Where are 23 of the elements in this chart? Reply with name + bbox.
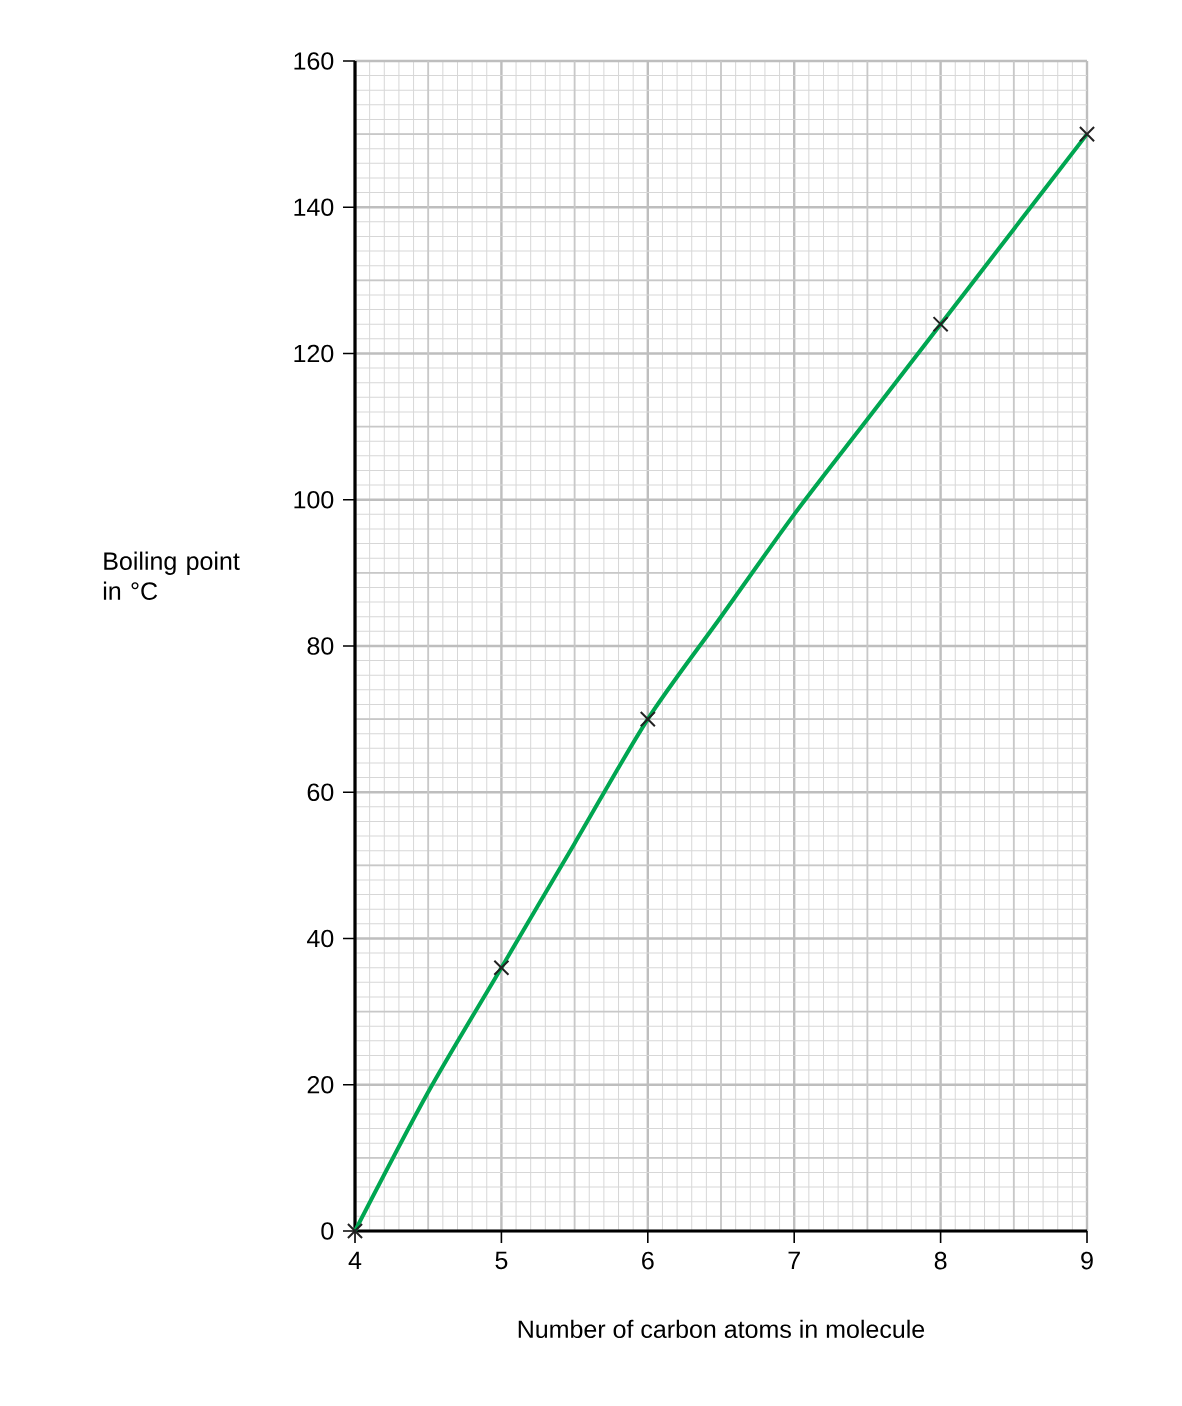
x-tick-label: 6	[642, 1251, 654, 1270]
y-axis-title: Boiling point in °C	[103, 551, 240, 600]
y-tick-label: 120	[294, 344, 334, 363]
x-axis-title: Number of carbon atoms in molecule	[518, 1319, 925, 1339]
line-series	[353, 132, 1090, 1233]
y-tick-label: 20	[307, 1075, 334, 1094]
point	[932, 316, 949, 333]
y-tick-label: 40	[307, 929, 334, 948]
y-tick-label: 0	[321, 1222, 334, 1240]
point	[639, 711, 656, 728]
y-tick-label: 160	[294, 52, 334, 70]
x-tick-label: 5	[495, 1251, 508, 1270]
y-tick-label: 80	[307, 637, 334, 655]
y-tick-label: 140	[294, 198, 334, 217]
x-tick-label: 4	[348, 1251, 362, 1269]
x-tick-label: 9	[1081, 1251, 1093, 1270]
point	[346, 1222, 364, 1240]
y-tick-label: 100	[294, 490, 334, 509]
x-tick-label: 8	[934, 1251, 947, 1270]
point	[1078, 126, 1096, 143]
x-tick-label: 7	[788, 1251, 800, 1269]
y-tick-label: 60	[307, 783, 334, 802]
point	[493, 959, 510, 976]
